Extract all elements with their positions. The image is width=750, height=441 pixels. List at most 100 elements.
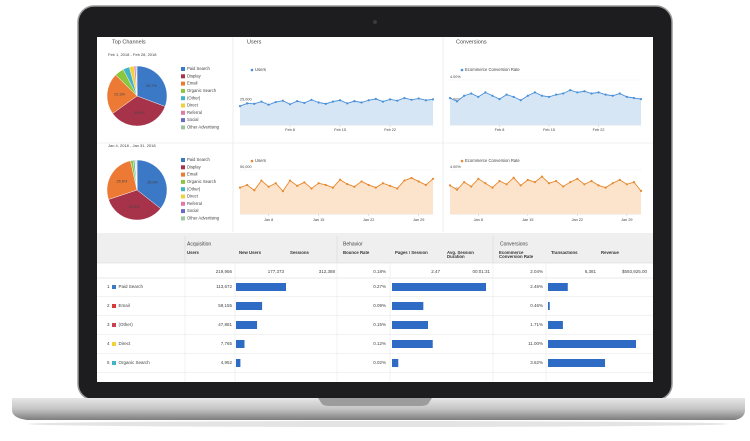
point <box>403 96 406 100</box>
point <box>484 182 487 185</box>
point <box>448 184 452 187</box>
x-tick-label: Jan 15 <box>522 218 533 222</box>
channel-link[interactable]: Organic Search <box>119 360 151 365</box>
point <box>611 182 614 185</box>
point <box>555 179 558 183</box>
point <box>360 180 363 183</box>
x-tick-label: Jan 22 <box>572 218 583 222</box>
legend-dot <box>460 159 464 163</box>
cell-value: 47,881 <box>218 322 232 327</box>
point <box>512 95 515 98</box>
legend-label: Social <box>187 117 198 122</box>
legend-swatch <box>181 81 185 86</box>
column-header[interactable]: Ecommerce Conversion Rate <box>499 250 534 260</box>
x-tick-label: Jan 15 <box>313 218 324 222</box>
x-tick-label: Feb 22 <box>593 128 605 132</box>
point <box>526 178 529 181</box>
column-header[interactable]: Revenue <box>601 250 619 255</box>
pie-label: 22.3% <box>114 93 125 97</box>
point <box>274 100 277 104</box>
dashboard: Top Channels Users Conversions Feb 1, 20… <box>97 37 653 382</box>
point <box>410 98 413 101</box>
point <box>533 91 536 94</box>
pie-label: 35.6% <box>147 180 158 184</box>
channel-link[interactable]: Direct <box>119 341 132 346</box>
point <box>576 177 579 180</box>
point <box>353 100 356 103</box>
x-tick-label: Feb 15 <box>334 128 346 132</box>
pie-slice <box>136 159 168 209</box>
column-header[interactable]: Transactions <box>551 250 578 255</box>
channel-link[interactable]: Paid Search <box>119 284 144 289</box>
channel-swatch <box>112 361 116 365</box>
point <box>310 98 313 101</box>
legend-swatch <box>181 110 185 115</box>
point <box>618 92 621 95</box>
point <box>590 92 593 95</box>
cell-value: 113,672 <box>216 284 232 289</box>
column-header-cell: Bounce Rate <box>343 250 370 255</box>
column-header-cell: Pages / Session <box>395 250 428 255</box>
legend-label: Direct <box>187 194 199 199</box>
line <box>239 177 434 192</box>
point <box>288 179 292 182</box>
point <box>260 100 263 103</box>
point <box>505 93 508 96</box>
pie-slice <box>136 65 168 107</box>
column-header-cell: Sessions <box>290 250 309 255</box>
point <box>597 184 600 187</box>
table-bar <box>548 302 550 310</box>
total-value: 219,956 <box>216 269 233 274</box>
table-bar <box>392 302 424 310</box>
point <box>463 181 466 184</box>
point <box>484 91 487 94</box>
point <box>303 181 306 184</box>
legend-swatch <box>181 88 185 93</box>
legend-label: Direct <box>187 103 199 108</box>
legend-swatch <box>181 216 185 221</box>
total-value: 0.18% <box>373 269 386 274</box>
column-header-cell: Transactions <box>551 250 578 255</box>
chart-legend: Ecommerce Conversion Rate <box>465 158 520 163</box>
legend-label: Social <box>187 208 198 213</box>
point <box>455 100 459 103</box>
point <box>526 94 529 97</box>
group-header: Conversions <box>500 241 528 247</box>
pie-label: 34.3% <box>129 205 140 209</box>
cell-value: 4,952 <box>221 360 233 365</box>
column-header[interactable]: Pages / Session <box>395 250 428 255</box>
point <box>389 184 392 187</box>
x-tick-label: Jan 8 <box>474 218 483 222</box>
point <box>632 96 636 100</box>
legend-swatch <box>181 74 185 79</box>
x-tick-label: Feb 8 <box>495 128 505 132</box>
point <box>346 102 349 105</box>
point <box>639 189 643 192</box>
column-header[interactable]: New Users <box>239 250 261 255</box>
legend-dot <box>250 68 254 72</box>
point <box>303 101 306 105</box>
group-header: Acquisition <box>187 241 211 247</box>
column-header[interactable]: Avg. Session Duration <box>447 250 474 260</box>
point <box>519 184 522 187</box>
line <box>239 97 434 107</box>
column-header-cell: Users <box>187 250 199 255</box>
x-tick-label: Jan 29 <box>621 218 632 222</box>
table-bar <box>236 321 258 329</box>
column-header[interactable]: Sessions <box>290 250 309 255</box>
channel-link[interactable]: Email <box>119 303 130 308</box>
point <box>317 182 320 185</box>
point <box>396 187 399 190</box>
channel-link[interactable]: (Other) <box>119 322 134 327</box>
point <box>389 98 392 101</box>
point <box>498 98 501 101</box>
total-value: 2.04% <box>530 269 543 274</box>
legend-label: Email <box>187 81 198 86</box>
point <box>324 102 327 105</box>
point <box>491 94 494 97</box>
column-header[interactable]: Users <box>187 250 199 255</box>
total-value: 177,373 <box>268 269 285 274</box>
column-header[interactable]: Bounce Rate <box>343 250 370 255</box>
chart-legend: Users <box>255 158 266 163</box>
